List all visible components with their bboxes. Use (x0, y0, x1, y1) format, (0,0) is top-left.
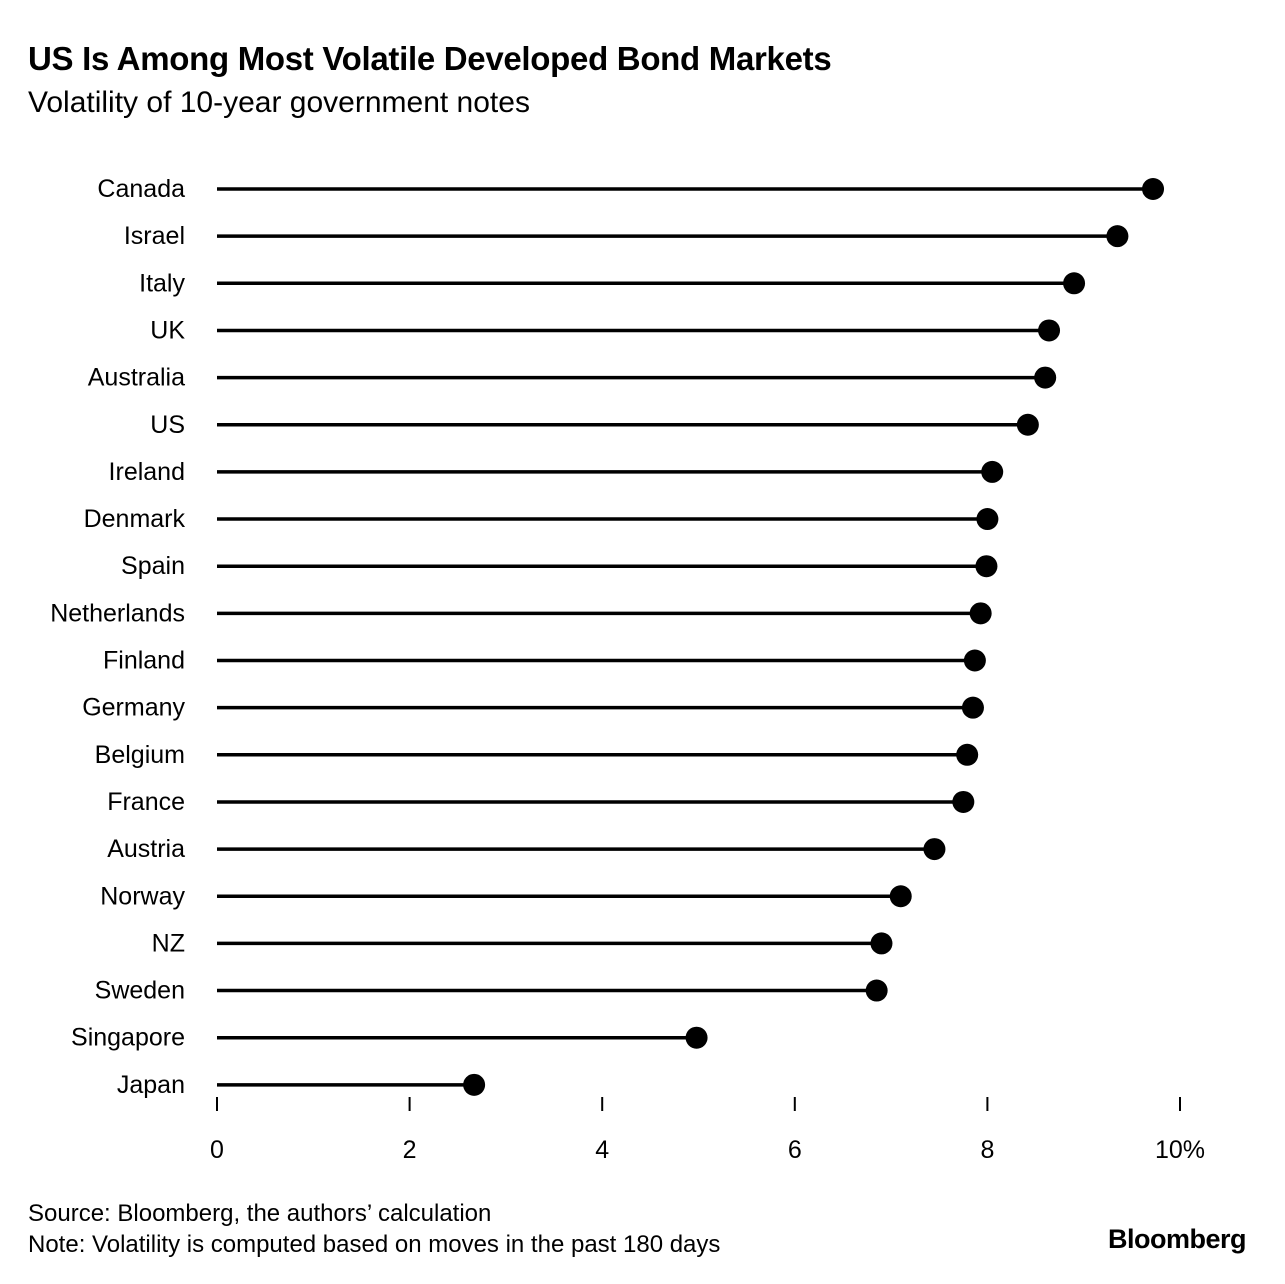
category-label-australia: Australia (88, 364, 185, 392)
dot-japan (463, 1073, 486, 1096)
category-label-denmark: Denmark (84, 505, 186, 533)
source-note: Source: Bloomberg, the authors’ calculat… (28, 1200, 492, 1227)
category-label-canada: Canada (97, 175, 185, 203)
category-label-finland: Finland (103, 647, 185, 675)
x-tick-label-1: 2 (403, 1136, 417, 1164)
dot-denmark (976, 508, 999, 531)
category-label-germany: Germany (82, 694, 185, 722)
dot-austria (923, 838, 946, 861)
x-tick-label-0: 0 (210, 1136, 224, 1164)
x-tick-label-5: 10% (1155, 1136, 1205, 1164)
category-label-norway: Norway (100, 882, 185, 910)
category-label-singapore: Singapore (71, 1024, 185, 1052)
category-label-france: France (107, 788, 185, 816)
category-label-spain: Spain (121, 552, 185, 580)
dot-australia (1034, 366, 1057, 389)
dot-norway (889, 885, 912, 908)
dot-sweden (865, 979, 888, 1002)
dot-spain (975, 555, 998, 578)
category-label-us: US (150, 411, 185, 439)
dot-uk (1038, 319, 1061, 342)
category-label-uk: UK (150, 316, 185, 344)
dot-netherlands (969, 602, 992, 625)
category-label-belgium: Belgium (95, 741, 185, 769)
category-label-italy: Italy (139, 269, 185, 297)
dot-singapore (685, 1026, 708, 1049)
x-tick-label-3: 6 (788, 1136, 802, 1164)
dot-finland (963, 649, 986, 672)
dot-us (1016, 413, 1039, 436)
chart-title: US Is Among Most Volatile Developed Bond… (28, 40, 832, 77)
methodology-note: Note: Volatility is computed based on mo… (28, 1231, 721, 1258)
category-label-japan: Japan (117, 1071, 185, 1099)
bloomberg-logo: Bloomberg (1107, 1224, 1247, 1254)
dot-canada (1142, 178, 1165, 200)
dot-belgium (956, 743, 979, 766)
chart-subtitle: Volatility of 10-year government notes (28, 86, 530, 119)
category-label-sweden: Sweden (95, 977, 185, 1005)
dot-germany (961, 696, 984, 719)
category-label-netherlands: Netherlands (50, 599, 185, 627)
category-label-ireland: Ireland (109, 458, 185, 486)
dot-israel (1106, 225, 1129, 248)
category-label-austria: Austria (107, 835, 185, 863)
dot-nz (870, 932, 893, 955)
category-label-israel: Israel (124, 222, 185, 250)
dot-italy (1063, 272, 1086, 295)
dot-ireland (981, 460, 1004, 483)
x-tick-label-4: 8 (980, 1136, 994, 1164)
category-label-nz: NZ (152, 929, 185, 957)
dot-france (952, 790, 975, 813)
x-tick-label-2: 4 (595, 1136, 609, 1164)
